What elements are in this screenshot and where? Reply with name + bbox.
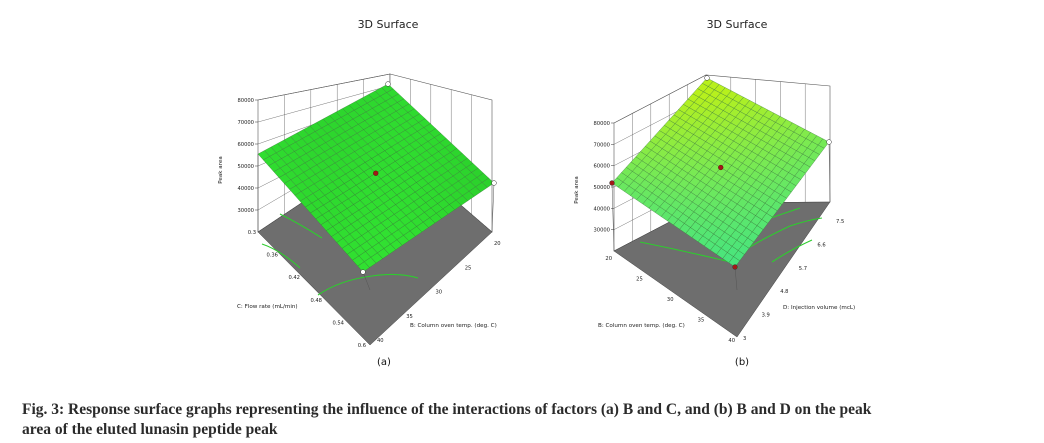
- x-tick-label: 35: [698, 318, 705, 324]
- x-axis-label: B: Column oven temp. (deg. C): [410, 323, 497, 329]
- x-tick-label: 25: [636, 277, 643, 283]
- z-tick-label: 80000: [237, 98, 254, 104]
- corner-drop-line: [491, 182, 495, 233]
- floor-contour-line: [771, 239, 813, 263]
- floor-contour-line: [279, 213, 323, 239]
- z-tick-label: 70000: [593, 142, 610, 148]
- design-point: [385, 81, 391, 87]
- response-surface: [257, 83, 495, 273]
- design-point: [609, 180, 615, 186]
- y-tick-label: 3.9: [762, 313, 770, 319]
- design-point: [704, 75, 710, 81]
- panel-b-surface-plot: 3D Surface (b) 30000 40000 50000 60000 70000 80…: [574, 18, 855, 368]
- design-point: [732, 264, 738, 270]
- wall-gridline: [257, 85, 391, 123]
- z-axis-label: Peak area: [574, 176, 580, 204]
- y-tick-label: 0.42: [288, 275, 300, 281]
- z-tick-label: 50000: [237, 164, 254, 170]
- y-tick-label: 6.6: [817, 242, 825, 248]
- y-tick-label: 0.54: [332, 320, 344, 326]
- z-tick-label: 60000: [593, 164, 610, 170]
- figure-caption: Fig. 3: Response surface graphs represen…: [22, 400, 1032, 440]
- corner-drop-line: [734, 266, 738, 291]
- design-point: [826, 139, 832, 145]
- chart-title: 3D Surface: [358, 18, 419, 31]
- z-tick-label: 70000: [237, 120, 254, 126]
- caption-line-2: area of the eluted lunasin peptide peak: [22, 421, 278, 438]
- z-axis-label: Peak area: [218, 156, 224, 184]
- x-tick-label: 20: [605, 256, 612, 262]
- z-tick-label: 40000: [237, 186, 254, 192]
- floor-contour-line: [261, 243, 301, 269]
- panel-label: (b): [735, 357, 749, 368]
- x-tick-label: 25: [465, 265, 472, 271]
- x-tick-label: 40: [728, 338, 735, 344]
- y-axis-label: D: Injection volume (mcL): [783, 305, 855, 311]
- surface-plots: 3D Surface (a) 30000 40000 50000 60000 70000 80…: [218, 18, 855, 368]
- x-tick-label: 30: [667, 297, 674, 303]
- y-tick-label: 0.48: [310, 298, 322, 304]
- y-axis-label: C: Flow rate (mL/min): [237, 304, 298, 310]
- y-tick-label: 0.3: [248, 230, 256, 236]
- center-point: [373, 170, 379, 176]
- center-point: [718, 164, 724, 171]
- y-tick-label: 3: [743, 336, 746, 342]
- design-point: [491, 180, 497, 186]
- floor-contour-line: [741, 217, 823, 253]
- wall-gridline: [613, 74, 707, 124]
- x-tick-label: 35: [406, 314, 413, 320]
- caption-line-1: Fig. 3: Response surface graphs represen…: [22, 401, 872, 418]
- corner-drop-line: [611, 182, 615, 252]
- response-surface: [611, 77, 830, 268]
- y-tick-label: 5.7: [799, 266, 807, 272]
- chart-title: 3D Surface: [707, 18, 768, 31]
- panel-a-surface-plot: 3D Surface (a) 30000 40000 50000 60000 70000 80…: [218, 18, 501, 368]
- corner-drop-line: [362, 271, 371, 291]
- floor-contour-line: [317, 273, 419, 296]
- design-point: [360, 269, 366, 275]
- z-tick-label: 40000: [593, 206, 610, 212]
- y-tick-label: 4.8: [780, 289, 788, 295]
- x-tick-label: 20: [494, 241, 501, 247]
- z-tick-label: 50000: [593, 185, 610, 191]
- z-tick-label: 60000: [237, 142, 254, 148]
- y-tick-label: 0.36: [266, 253, 278, 259]
- x-axis-label: B: Column oven temp. (deg. C): [598, 323, 685, 329]
- y-tick-label: 0.6: [358, 343, 366, 349]
- wall-gridline: [257, 73, 391, 101]
- z-tick-label: 30000: [593, 228, 610, 234]
- z-tick-label: 80000: [593, 121, 610, 127]
- corner-drop-line: [828, 141, 831, 203]
- x-tick-label: 40: [377, 338, 384, 344]
- x-tick-label: 30: [436, 290, 443, 296]
- y-tick-label: 7.5: [836, 219, 844, 225]
- z-tick-label: 30000: [237, 208, 254, 214]
- panel-label: (a): [377, 357, 391, 368]
